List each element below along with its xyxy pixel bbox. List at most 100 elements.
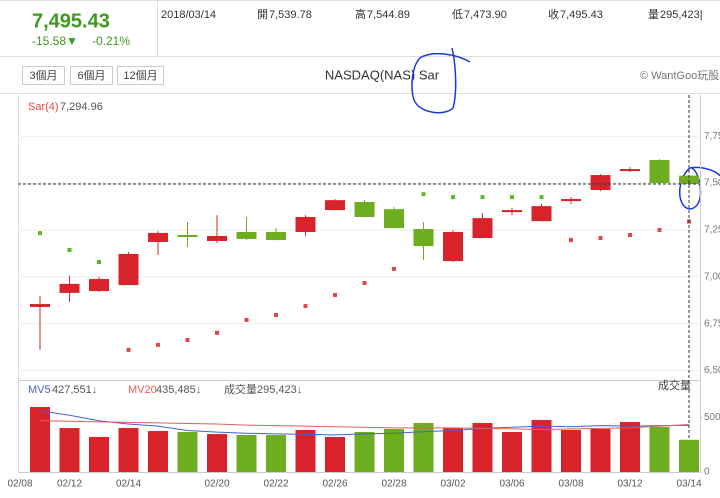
low-label: 低 — [452, 8, 463, 21]
y-tick-label: 7,250 — [704, 225, 720, 236]
sar-dot — [510, 195, 514, 200]
volume-bar — [266, 435, 286, 472]
x-tick-label: 02/12 — [57, 479, 82, 490]
candle-body — [236, 232, 257, 239]
sar-dot — [392, 266, 396, 271]
open-label: 開 — [257, 8, 268, 21]
close: 7,495.43 — [560, 9, 603, 21]
sar-dot — [628, 233, 632, 238]
volume-bar — [59, 428, 80, 472]
sar-dot — [67, 247, 72, 252]
candle-body — [118, 253, 139, 286]
y-tick-label: 6,500 — [704, 365, 720, 376]
ma-legend-name: MV5 — [28, 384, 51, 396]
sar-dot — [480, 195, 485, 200]
candle-body — [590, 175, 611, 191]
x-tick-label: 02/14 — [116, 479, 141, 490]
candle-body — [295, 217, 316, 233]
range-button-label[interactable]: 6個月 — [77, 69, 105, 82]
volume-bar — [679, 439, 699, 472]
candle-body — [502, 210, 522, 213]
sar-dot — [657, 227, 662, 232]
sar-dot — [38, 231, 42, 236]
ma-legend-value: 427,551↓ — [52, 384, 97, 396]
candle-body — [443, 232, 463, 262]
pen-annotation — [411, 47, 471, 114]
sar-dot — [274, 313, 278, 318]
volume-bar — [177, 431, 198, 472]
range-button[interactable] — [22, 66, 65, 85]
candle-body — [413, 229, 434, 247]
x-tick-label: 03/02 — [440, 479, 465, 490]
sar-dot — [97, 259, 101, 264]
volume-bar — [561, 430, 581, 472]
sar-dot — [215, 330, 219, 335]
open: 7,539.78 — [269, 9, 312, 21]
volume-bar — [325, 436, 345, 472]
y-tick-label: 500,000 — [704, 412, 720, 423]
chart-title: NASDAQ(NAS) Sar — [325, 67, 440, 82]
volume-total-label: 成交量295,423↓ — [224, 382, 302, 396]
ma-legend-value: 435,485↓ — [156, 384, 201, 396]
candle-body — [266, 232, 286, 241]
candle-body — [472, 218, 493, 238]
sar-dot — [303, 304, 308, 309]
x-tick-label: 03/06 — [499, 479, 524, 490]
volume-bar — [89, 436, 109, 472]
volume-bar — [118, 428, 139, 472]
volume-panel-title: 成交量 — [658, 378, 691, 392]
volume-bar — [620, 422, 640, 472]
change: -15.58▼ — [32, 34, 78, 48]
close-label: 收 — [548, 7, 559, 21]
sar-legend-name: Sar(4) — [28, 101, 59, 113]
range-button[interactable] — [117, 66, 164, 85]
volume-bar — [472, 423, 493, 472]
copyright: © WantGoo玩股 — [640, 69, 719, 82]
y-tick-label: 7,500 — [704, 178, 720, 189]
range-button[interactable] — [70, 66, 113, 85]
sar-dot — [126, 347, 131, 352]
y-tick-label: 7,750 — [704, 131, 720, 142]
sar-dot — [244, 317, 249, 322]
volume-label: 量 — [648, 8, 659, 21]
low: 7,473.90 — [464, 9, 507, 21]
sar-dot — [185, 337, 190, 342]
volume-bar — [207, 434, 227, 472]
x-tick-label: 03/08 — [558, 479, 583, 490]
range-button-label[interactable]: 12個月 — [123, 69, 157, 82]
candle-body — [620, 169, 640, 172]
candle-body — [531, 206, 552, 222]
sar-dot — [362, 280, 367, 285]
change-pct: -0.21% — [92, 34, 130, 48]
y-tick-label: 0 — [704, 467, 710, 478]
y-tick-label: 6,750 — [704, 318, 720, 329]
high: 7,544.89 — [367, 9, 410, 21]
volume-bar — [443, 428, 463, 472]
candle-body — [207, 235, 227, 241]
sar-dot — [156, 342, 160, 347]
x-tick-label: 02/26 — [322, 479, 347, 490]
x-tick-label: 03/14 — [676, 479, 701, 490]
candle-body — [325, 200, 345, 211]
x-tick-label: 02/08 — [7, 479, 32, 490]
candle-body — [148, 232, 168, 242]
high-label: 高 — [355, 7, 366, 21]
volume-bar — [384, 429, 404, 472]
sar-dot — [421, 192, 426, 197]
volume-bar — [148, 430, 168, 472]
y-tick-label: 7,000 — [704, 271, 720, 282]
sar-dot — [598, 235, 603, 240]
sar-dot — [451, 195, 455, 200]
candle-body — [649, 160, 670, 184]
x-tick-label: 02/28 — [381, 479, 406, 490]
volume-bar — [295, 430, 316, 472]
candle-body — [177, 235, 198, 238]
sar-dot — [569, 238, 573, 243]
volume-bar — [649, 426, 670, 472]
moving-average-line — [39, 420, 690, 430]
sar-dot — [333, 292, 337, 297]
candle-body — [59, 283, 80, 293]
range-button-label[interactable]: 3個月 — [29, 69, 57, 82]
volume-bar — [590, 429, 611, 472]
